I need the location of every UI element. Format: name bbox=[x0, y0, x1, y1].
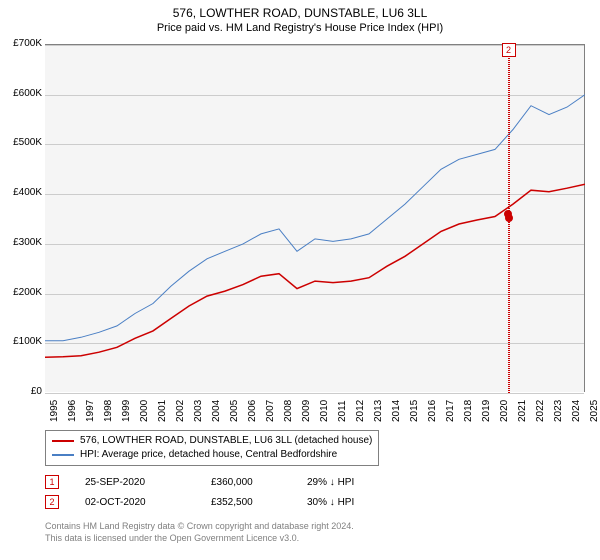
chart-title: 576, LOWTHER ROAD, DUNSTABLE, LU6 3LL bbox=[0, 0, 600, 20]
x-axis-label: 1995 bbox=[49, 400, 60, 422]
x-axis-label: 1998 bbox=[103, 400, 114, 422]
x-axis-label: 2011 bbox=[337, 400, 348, 422]
y-axis-label: £200K bbox=[2, 287, 42, 298]
x-axis-label: 2006 bbox=[247, 400, 258, 422]
legend-swatch bbox=[52, 454, 74, 456]
x-axis-label: 2007 bbox=[265, 400, 276, 422]
x-axis-label: 2004 bbox=[211, 400, 222, 422]
y-axis-label: £0 bbox=[2, 386, 42, 397]
legend-row: HPI: Average price, detached house, Cent… bbox=[52, 448, 372, 462]
x-axis-label: 2016 bbox=[427, 400, 438, 422]
attribution: Contains HM Land Registry data © Crown c… bbox=[45, 520, 354, 544]
x-axis-label: 2008 bbox=[283, 400, 294, 422]
x-axis-label: 2010 bbox=[319, 400, 330, 422]
chart-subtitle: Price paid vs. HM Land Registry's House … bbox=[0, 20, 600, 34]
x-axis-label: 2013 bbox=[373, 400, 384, 422]
event-marker-box: 2 bbox=[502, 43, 516, 57]
event-pct: 29% ↓ HPI bbox=[307, 477, 397, 488]
legend-label: 576, LOWTHER ROAD, DUNSTABLE, LU6 3LL (d… bbox=[80, 434, 372, 448]
x-axis-label: 2009 bbox=[301, 400, 312, 422]
attribution-line1: Contains HM Land Registry data © Crown c… bbox=[45, 520, 354, 532]
event-num-box: 1 bbox=[45, 475, 59, 489]
x-axis-label: 2002 bbox=[175, 400, 186, 422]
x-axis-label: 2025 bbox=[589, 400, 600, 422]
y-axis-label: £100K bbox=[2, 336, 42, 347]
event-num-box: 2 bbox=[45, 495, 59, 509]
event-date: 25-SEP-2020 bbox=[85, 477, 185, 488]
x-axis-label: 1996 bbox=[67, 400, 78, 422]
x-axis-label: 2017 bbox=[445, 400, 456, 422]
legend-row: 576, LOWTHER ROAD, DUNSTABLE, LU6 3LL (d… bbox=[52, 434, 372, 448]
event-price: £352,500 bbox=[211, 497, 281, 508]
y-axis-label: £300K bbox=[2, 237, 42, 248]
x-axis-label: 2018 bbox=[463, 400, 474, 422]
event-row: 1 25-SEP-2020 £360,000 29% ↓ HPI bbox=[45, 475, 585, 489]
x-axis-label: 2020 bbox=[499, 400, 510, 422]
grid-line bbox=[45, 393, 584, 394]
event-pct: 30% ↓ HPI bbox=[307, 497, 397, 508]
x-axis-label: 2003 bbox=[193, 400, 204, 422]
event-price: £360,000 bbox=[211, 477, 281, 488]
x-axis-label: 2019 bbox=[481, 400, 492, 422]
attribution-line2: This data is licensed under the Open Gov… bbox=[45, 532, 354, 544]
x-axis-label: 2015 bbox=[409, 400, 420, 422]
x-axis-label: 2022 bbox=[535, 400, 546, 422]
y-axis-label: £600K bbox=[2, 88, 42, 99]
legend-label: HPI: Average price, detached house, Cent… bbox=[80, 448, 337, 462]
x-axis-label: 1999 bbox=[121, 400, 132, 422]
x-axis-label: 2014 bbox=[391, 400, 402, 422]
chart-container: 576, LOWTHER ROAD, DUNSTABLE, LU6 3LL Pr… bbox=[0, 0, 600, 560]
x-axis-label: 2005 bbox=[229, 400, 240, 422]
x-axis-label: 2001 bbox=[157, 400, 168, 422]
x-axis-label: 2012 bbox=[355, 400, 366, 422]
event-marker-dot bbox=[505, 214, 513, 222]
x-axis-label: 2023 bbox=[553, 400, 564, 422]
y-axis-label: £700K bbox=[2, 38, 42, 49]
x-axis-label: 2021 bbox=[517, 400, 528, 422]
y-axis-label: £500K bbox=[2, 137, 42, 148]
legend-swatch bbox=[52, 440, 74, 442]
y-axis-label: £400K bbox=[2, 187, 42, 198]
legend: 576, LOWTHER ROAD, DUNSTABLE, LU6 3LL (d… bbox=[45, 430, 379, 466]
x-axis-label: 2000 bbox=[139, 400, 150, 422]
plot-area: 2 bbox=[45, 44, 585, 392]
x-axis-label: 2024 bbox=[571, 400, 582, 422]
event-row: 2 02-OCT-2020 £352,500 30% ↓ HPI bbox=[45, 495, 585, 509]
event-date: 02-OCT-2020 bbox=[85, 497, 185, 508]
event-table: 1 25-SEP-2020 £360,000 29% ↓ HPI 2 02-OCT-202… bbox=[45, 475, 585, 515]
series-line bbox=[45, 184, 585, 357]
x-axis-label: 1997 bbox=[85, 400, 96, 422]
